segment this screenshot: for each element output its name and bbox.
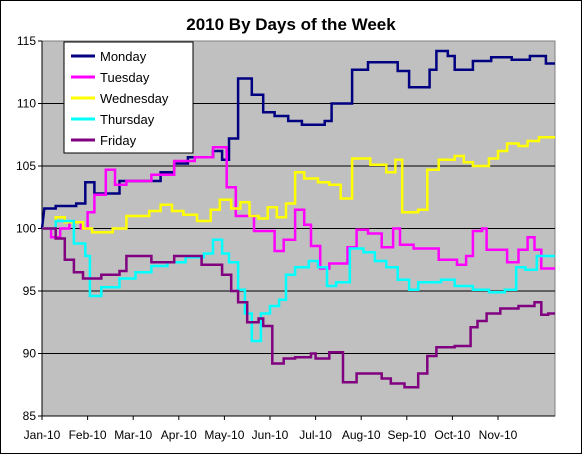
x-tick-label: Mar-10 [114, 428, 152, 442]
legend-label-wednesday: Wednesday [100, 91, 169, 106]
y-tick-label: 115 [17, 34, 36, 48]
legend: Monday Tuesday Wednesday Thursday Friday [63, 41, 194, 154]
legend-label-tuesday: Tuesday [100, 70, 150, 85]
series-line-tuesday [42, 146, 555, 270]
x-tick-label: Feb-10 [69, 428, 107, 442]
x-tick-label: Oct-10 [434, 428, 470, 442]
y-tick-label: 105 [16, 159, 36, 173]
x-tick-label: Aug-10 [342, 428, 381, 442]
y-tick-label: 85 [23, 409, 37, 423]
series-line-monday [40, 49, 555, 229]
x-tick-label: Apr-10 [161, 428, 197, 442]
x-tick-label: Nov-10 [479, 428, 518, 442]
x-tick-label: Sep-10 [387, 428, 426, 442]
legend-label-thursday: Thursday [100, 112, 155, 127]
series-line-friday [42, 227, 555, 389]
legend-label-friday: Friday [100, 133, 137, 148]
y-tick-label: 110 [17, 97, 36, 111]
legend-label-monday: Monday [100, 49, 147, 64]
series-line-thursday [42, 219, 555, 343]
y-tick-label: 95 [23, 284, 37, 298]
series-line-wednesday [42, 136, 555, 234]
y-axis-ticks: 85 90 95 100 105 110 115 [16, 34, 42, 423]
series-lines [40, 49, 555, 389]
chart-title: 2010 By Days of the Week [186, 15, 396, 34]
x-tick-label: Jul-10 [299, 428, 332, 442]
x-tick-label: Jun-10 [252, 428, 289, 442]
y-tick-label: 90 [23, 347, 37, 361]
x-tick-label: May-10 [204, 428, 244, 442]
x-tick-label: Jan-10 [24, 428, 61, 442]
x-axis-ticks: Jan-10 Feb-10 Mar-10 Apr-10 May-10 Jun-10 Jul-… [24, 416, 518, 442]
y-tick-label: 100 [16, 222, 36, 236]
